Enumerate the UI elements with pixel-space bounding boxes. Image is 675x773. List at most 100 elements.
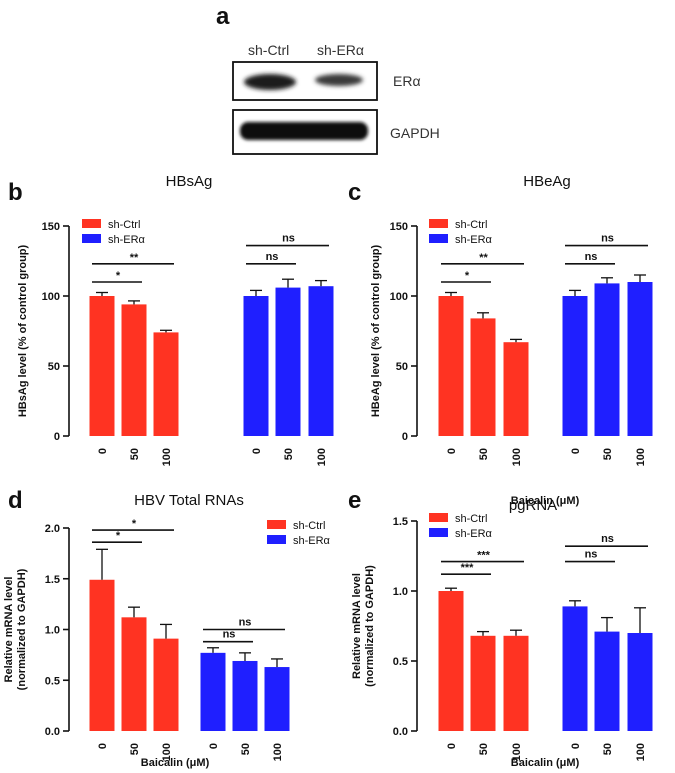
y-tick-label: 1.0 bbox=[393, 586, 408, 598]
significance-label: * bbox=[465, 270, 470, 282]
bar-sh-ctrl-100 bbox=[503, 342, 529, 436]
x-tick-label: 50 bbox=[129, 448, 141, 460]
significance-label: ns bbox=[266, 251, 279, 263]
y-tick-label: 100 bbox=[390, 291, 408, 303]
chart-title: HBeAg bbox=[523, 173, 571, 190]
bar-sh-er-0 bbox=[562, 296, 588, 436]
band-label-er: ERα bbox=[393, 73, 421, 89]
bar-sh-ctrl-0 bbox=[89, 296, 115, 436]
chart-panel-d: d HBV Total RNAs 0.0 0.5 1.0 1.5 2.0 Relative m… bbox=[3, 487, 331, 769]
chart-panel-e: e pgRNA 0.0 0.5 1.0 1.5 Relative mRNA level (no… bbox=[348, 487, 653, 769]
x-tick-label: 0 bbox=[446, 448, 458, 454]
significance-label: ** bbox=[130, 252, 139, 264]
panel-letter-d: d bbox=[8, 487, 23, 514]
significance-label: ns bbox=[601, 533, 614, 545]
bar-sh-ctrl-100 bbox=[503, 635, 529, 731]
x-tick-label: 0 bbox=[97, 743, 109, 749]
bar-sh-er-100 bbox=[627, 633, 653, 731]
legend-swatch-sh-ctrl bbox=[429, 219, 448, 228]
y-tick-label: 0.5 bbox=[45, 675, 60, 687]
lane-label-sh-ctrl: sh-Ctrl bbox=[248, 42, 289, 58]
legend-swatch-sh-er bbox=[429, 528, 448, 537]
band-label-gapdh: GAPDH bbox=[390, 125, 440, 141]
y-tick-label: 1.5 bbox=[45, 574, 60, 586]
bar-sh-er-50 bbox=[594, 631, 620, 731]
y-tick-label: 0.5 bbox=[393, 656, 408, 668]
bar-sh-ctrl-100 bbox=[153, 638, 179, 731]
x-axis-label: Baicalin (μM) bbox=[511, 757, 580, 769]
x-tick-label: 50 bbox=[240, 743, 252, 755]
legend-swatch-sh-er bbox=[267, 535, 286, 544]
x-tick-label: 100 bbox=[316, 448, 328, 466]
significance-label: ns bbox=[223, 629, 236, 641]
significance-label: * bbox=[116, 530, 121, 542]
x-tick-label: 100 bbox=[635, 743, 647, 761]
x-tick-label: 50 bbox=[478, 743, 490, 755]
bar-sh-ctrl-50 bbox=[470, 635, 496, 731]
legend-label: sh-Ctrl bbox=[293, 520, 325, 532]
significance-label: *** bbox=[461, 562, 475, 574]
bar-sh-er-0 bbox=[562, 606, 588, 731]
x-tick-label: 0 bbox=[97, 448, 109, 454]
legend-swatch-sh-ctrl bbox=[267, 520, 286, 529]
x-tick-label: 100 bbox=[511, 743, 523, 761]
x-tick-label: 100 bbox=[272, 743, 284, 761]
y-tick-label: 1.0 bbox=[45, 625, 60, 637]
y-axis-label: Relative mRNA level bbox=[351, 573, 363, 679]
legend-label: sh-Ctrl bbox=[108, 219, 140, 231]
x-tick-label: 0 bbox=[570, 743, 582, 749]
y-axis-label: (normalized to GAPDH) bbox=[364, 565, 376, 687]
bar-sh-er-100 bbox=[308, 286, 334, 436]
panel-letter-c: c bbox=[348, 179, 361, 206]
x-tick-label: 50 bbox=[283, 448, 295, 460]
significance-label: ns bbox=[601, 233, 614, 245]
legend-label: sh-ERα bbox=[455, 234, 493, 246]
x-tick-label: 50 bbox=[478, 448, 490, 460]
y-axis-label: HBeAg level (% of control group) bbox=[370, 244, 382, 417]
x-tick-label: 100 bbox=[635, 448, 647, 466]
bar-sh-er-50 bbox=[594, 283, 620, 436]
charts: b HBsAg 0 50 100 150 HBsAg level (% of control… bbox=[3, 173, 653, 769]
legend-label: sh-ERα bbox=[293, 535, 331, 547]
bar-sh-ctrl-0 bbox=[438, 591, 464, 731]
bar-sh-ctrl-0 bbox=[89, 579, 115, 731]
legend-label: sh-ERα bbox=[455, 528, 493, 540]
significance-label: ** bbox=[479, 252, 488, 264]
significance-label: *** bbox=[477, 550, 491, 562]
chart-title: HBsAg bbox=[166, 173, 213, 190]
bar-sh-ctrl-50 bbox=[470, 318, 496, 436]
blot-band-er-ctrl bbox=[244, 74, 296, 90]
significance-label: ns bbox=[585, 251, 598, 263]
bar-sh-er-100 bbox=[264, 667, 290, 731]
panel-letter-b: b bbox=[8, 179, 23, 206]
chart-title: pgRNA bbox=[509, 497, 557, 514]
legend-swatch-sh-ctrl bbox=[82, 219, 101, 228]
bar-sh-ctrl-0 bbox=[438, 296, 464, 436]
x-tick-label: 0 bbox=[446, 743, 458, 749]
lane-label-sh-er: sh-ERα bbox=[317, 42, 364, 58]
x-tick-label: 0 bbox=[570, 448, 582, 454]
panel-letter-a: a bbox=[216, 3, 230, 30]
y-axis-label: Relative mRNA level bbox=[3, 577, 15, 683]
y-tick-label: 150 bbox=[390, 221, 408, 233]
y-tick-label: 0 bbox=[402, 431, 408, 443]
chart-title: HBV Total RNAs bbox=[134, 492, 244, 509]
chart-panel-c: c HBeAg 0 50 100 150 HBeAg level (% of control… bbox=[348, 173, 653, 507]
y-axis-label: HBsAg level (% of control group) bbox=[17, 244, 29, 417]
y-tick-label: 50 bbox=[48, 361, 60, 373]
y-tick-label: 100 bbox=[42, 291, 60, 303]
bar-sh-er-0 bbox=[243, 296, 269, 436]
legend-label: sh-Ctrl bbox=[455, 219, 487, 231]
legend-label: sh-ERα bbox=[108, 234, 146, 246]
bar-sh-ctrl-50 bbox=[121, 617, 147, 731]
x-tick-label: 0 bbox=[208, 743, 220, 749]
x-tick-label: 100 bbox=[511, 448, 523, 466]
bar-sh-er-0 bbox=[200, 652, 226, 731]
legend-swatch-sh-er bbox=[429, 234, 448, 243]
x-axis-label: Baicalin (μM) bbox=[511, 495, 580, 507]
bar-sh-er-50 bbox=[275, 287, 301, 436]
panel-letter-e: e bbox=[348, 487, 361, 514]
blot-band-er-sh bbox=[315, 74, 363, 86]
legend-label: sh-Ctrl bbox=[455, 513, 487, 525]
